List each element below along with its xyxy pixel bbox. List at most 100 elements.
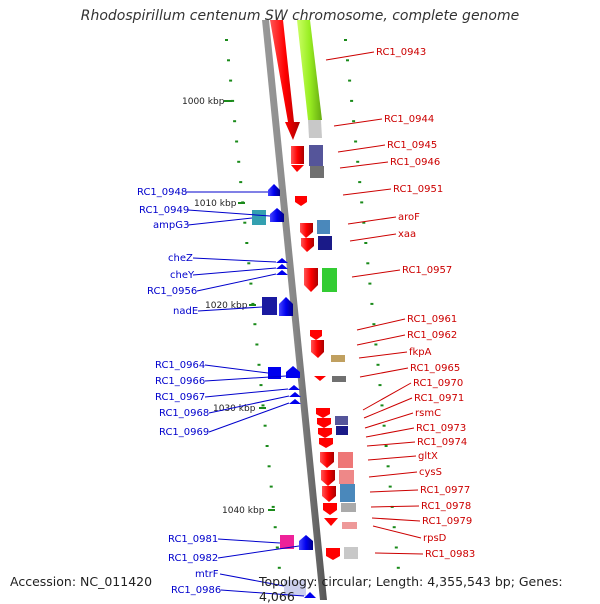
label-rc1-0951[interactable]: RC1_0951 bbox=[393, 184, 443, 195]
gene-rc1-0948 bbox=[268, 184, 280, 196]
left-label-group: RC1_0948 RC1_0949 ampG3 cheZ cheY RC1_09… bbox=[137, 187, 305, 597]
label-rc1-0961[interactable]: RC1_0961 bbox=[407, 314, 457, 325]
gene-rc1-0961 bbox=[310, 330, 322, 340]
scale-labels: 1000 kbp 1010 kbp 1020 kbp 1030 kbp 1040… bbox=[182, 97, 275, 516]
gene-rc1-0964 bbox=[268, 367, 281, 379]
cog-purple-block bbox=[309, 145, 323, 166]
scale-label-1030: 1030 kbp bbox=[213, 404, 256, 414]
cog-lightgray-small bbox=[344, 547, 358, 559]
cog-lightpink-small bbox=[342, 522, 357, 529]
label-rc1-0944[interactable]: RC1_0944 bbox=[384, 114, 434, 125]
gene-rc1-0951 bbox=[295, 196, 307, 206]
cog-teal-block bbox=[252, 210, 266, 225]
label-rc1-0983[interactable]: RC1_0983 bbox=[425, 549, 475, 560]
gene-rc1-0986 bbox=[304, 592, 316, 598]
label-rc1-0981[interactable]: RC1_0981 bbox=[168, 534, 218, 545]
scale-label-1020: 1020 kbp bbox=[205, 301, 248, 311]
cog-darkgray-block bbox=[310, 166, 324, 178]
gene-rc1-0946 bbox=[291, 165, 304, 172]
gene-rc1-0957 bbox=[304, 268, 318, 292]
label-rc1-0978[interactable]: RC1_0978 bbox=[421, 501, 471, 512]
label-rc1-0956[interactable]: RC1_0956 bbox=[147, 286, 197, 297]
cog-blue-block bbox=[262, 297, 277, 315]
gene-gltx bbox=[320, 452, 334, 468]
label-rc1-0962[interactable]: RC1_0962 bbox=[407, 330, 457, 341]
gene-arof bbox=[300, 223, 313, 238]
label-rc1-0977[interactable]: RC1_0977 bbox=[420, 485, 470, 496]
label-mtrf[interactable]: mtrF bbox=[195, 569, 219, 580]
label-cyss[interactable]: cysS bbox=[419, 467, 442, 478]
cog-gray-small bbox=[341, 503, 356, 512]
gene-chey bbox=[276, 264, 288, 269]
chromosome-backbone bbox=[262, 20, 327, 600]
label-xaa[interactable]: xaa bbox=[398, 229, 416, 240]
gene-rc1-0970 bbox=[316, 408, 330, 418]
label-rc1-0943[interactable]: RC1_0943 bbox=[376, 47, 426, 58]
gene-nade bbox=[279, 297, 293, 316]
label-rc1-0982[interactable]: RC1_0982 bbox=[168, 553, 218, 564]
label-rc1-0970[interactable]: RC1_0970 bbox=[413, 378, 463, 389]
gene-rc1-0981 bbox=[299, 535, 313, 550]
label-rc1-0966[interactable]: RC1_0966 bbox=[155, 376, 205, 387]
gene-rc1-0962 bbox=[311, 340, 324, 358]
cog-navy-small bbox=[336, 426, 348, 435]
cog-steelblue-block-2 bbox=[340, 484, 355, 502]
scale-label-1040: 1040 kbp bbox=[222, 506, 265, 516]
tick-marks-left bbox=[225, 39, 281, 569]
label-gltx[interactable]: gltX bbox=[418, 451, 438, 462]
label-rc1-0946[interactable]: RC1_0946 bbox=[390, 157, 440, 168]
label-chez[interactable]: cheZ bbox=[168, 253, 193, 264]
label-rc1-0965[interactable]: RC1_0965 bbox=[410, 363, 460, 374]
label-chey[interactable]: cheY bbox=[170, 270, 195, 281]
label-rc1-0974[interactable]: RC1_0974 bbox=[417, 437, 467, 448]
gene-cyss bbox=[321, 470, 335, 486]
cog-lightblue-block bbox=[284, 580, 306, 596]
label-rc1-0973[interactable]: RC1_0973 bbox=[416, 423, 466, 434]
label-rc1-0979[interactable]: RC1_0979 bbox=[422, 516, 472, 527]
gene-rc1-0983 bbox=[326, 548, 340, 560]
label-rc1-0949[interactable]: RC1_0949 bbox=[139, 205, 189, 216]
gene-rc1-0943 bbox=[270, 20, 300, 140]
cog-pink-block-2 bbox=[339, 470, 354, 484]
label-rc1-0967[interactable]: RC1_0967 bbox=[155, 392, 205, 403]
label-rc1-0945[interactable]: RC1_0945 bbox=[387, 140, 437, 151]
label-nade[interactable]: nadE bbox=[173, 306, 198, 317]
cog-pink-block bbox=[338, 452, 353, 468]
label-rc1-0986[interactable]: RC1_0986 bbox=[171, 585, 221, 596]
label-rc1-0969[interactable]: RC1_0969 bbox=[159, 427, 209, 438]
cog-darkgray-small bbox=[332, 376, 346, 382]
cog-navy-block bbox=[318, 236, 332, 250]
gene-rc1-0978 bbox=[323, 503, 337, 515]
cog-lime-block bbox=[322, 268, 337, 292]
gene-rc1-0956 bbox=[276, 270, 288, 275]
gene-rc1-0945 bbox=[291, 146, 304, 164]
label-fkpa[interactable]: fkpA bbox=[409, 347, 432, 358]
cog-purple-small bbox=[335, 416, 348, 425]
scale-label-1000: 1000 kbp bbox=[182, 97, 225, 107]
label-ampg3[interactable]: ampG3 bbox=[153, 220, 189, 231]
label-rc1-0964[interactable]: RC1_0964 bbox=[155, 360, 205, 371]
label-rc1-0948[interactable]: RC1_0948 bbox=[137, 187, 187, 198]
gene-rc1-0949 bbox=[270, 208, 284, 222]
map-title: Rhodospirillum centenum SW chromosome, c… bbox=[80, 8, 520, 24]
accession-text: Accession: NC_011420 bbox=[10, 574, 153, 589]
cog-khaki-block bbox=[331, 355, 345, 362]
gene-rc1-0965 bbox=[314, 376, 326, 381]
gene-rc1-0973 bbox=[319, 438, 333, 448]
cog-band-green bbox=[297, 20, 322, 120]
right-label-group: RC1_0943 RC1_0944 RC1_0945 RC1_0946 RC1_… bbox=[325, 47, 475, 560]
label-rsmc[interactable]: rsmC bbox=[415, 408, 441, 419]
cog-steelblue-block bbox=[317, 220, 330, 234]
gene-rc1-0969 bbox=[289, 399, 301, 404]
label-rc1-0971[interactable]: RC1_0971 bbox=[414, 393, 464, 404]
label-rc1-0957[interactable]: RC1_0957 bbox=[402, 265, 452, 276]
gene-chez bbox=[276, 258, 288, 263]
label-rpsd[interactable]: rpsD bbox=[423, 533, 447, 544]
cog-band-lightgray bbox=[308, 120, 322, 138]
gene-rc1-0966 bbox=[286, 366, 300, 378]
label-arof[interactable]: aroF bbox=[398, 212, 420, 223]
label-rc1-0968[interactable]: RC1_0968 bbox=[159, 408, 209, 419]
gene-rsmc bbox=[318, 428, 332, 438]
gene-rc1-0977 bbox=[322, 486, 336, 502]
